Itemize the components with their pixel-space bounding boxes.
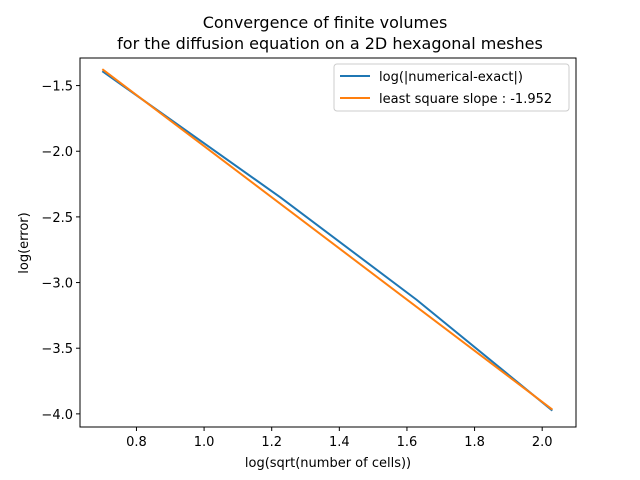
- y-tick-label: −2.0: [41, 145, 73, 160]
- x-tick-label: 1.8: [464, 435, 485, 450]
- legend-label-least-square: least square slope : -1.952: [379, 92, 552, 107]
- x-tick-label: 1.4: [329, 435, 350, 450]
- legend-label-numerical-error: log(|numerical-exact|): [379, 70, 523, 85]
- chart-title-line-2: for the diffusion equation on a 2D hexag…: [117, 34, 543, 53]
- series-line-numerical-error: [101, 70, 553, 412]
- series-layer: [101, 68, 553, 412]
- chart-title-line-1: Convergence of finite volumes: [203, 13, 448, 32]
- x-axis-label: log(sqrt(number of cells)): [245, 456, 411, 471]
- y-axis-label: log(error): [17, 212, 32, 273]
- x-tick-label: 1.0: [194, 435, 215, 450]
- x-tick-label: 1.2: [261, 435, 282, 450]
- y-tick-label: −1.5: [41, 80, 73, 95]
- x-tick-label: 2.0: [532, 435, 553, 450]
- y-tick-label: −3.0: [41, 277, 73, 292]
- y-tick-label: −2.5: [41, 211, 73, 226]
- legend-box: [333, 63, 570, 112]
- plot-area-frame: [79, 57, 577, 428]
- legend: log(|numerical-exact|) least square slop…: [333, 63, 570, 112]
- y-axis-ticks: −1.5 −2.0 −2.5 −3.0 −3.5 −4.0: [41, 80, 80, 423]
- y-tick-label: −3.5: [41, 342, 73, 357]
- x-axis-ticks: 0.8 1.0 1.2 1.4 1.6 1.8 2.0: [126, 427, 553, 450]
- series-line-least-square: [101, 68, 553, 411]
- y-tick-label: −4.0: [41, 408, 73, 423]
- x-tick-label: 0.8: [126, 435, 147, 450]
- x-tick-label: 1.6: [397, 435, 418, 450]
